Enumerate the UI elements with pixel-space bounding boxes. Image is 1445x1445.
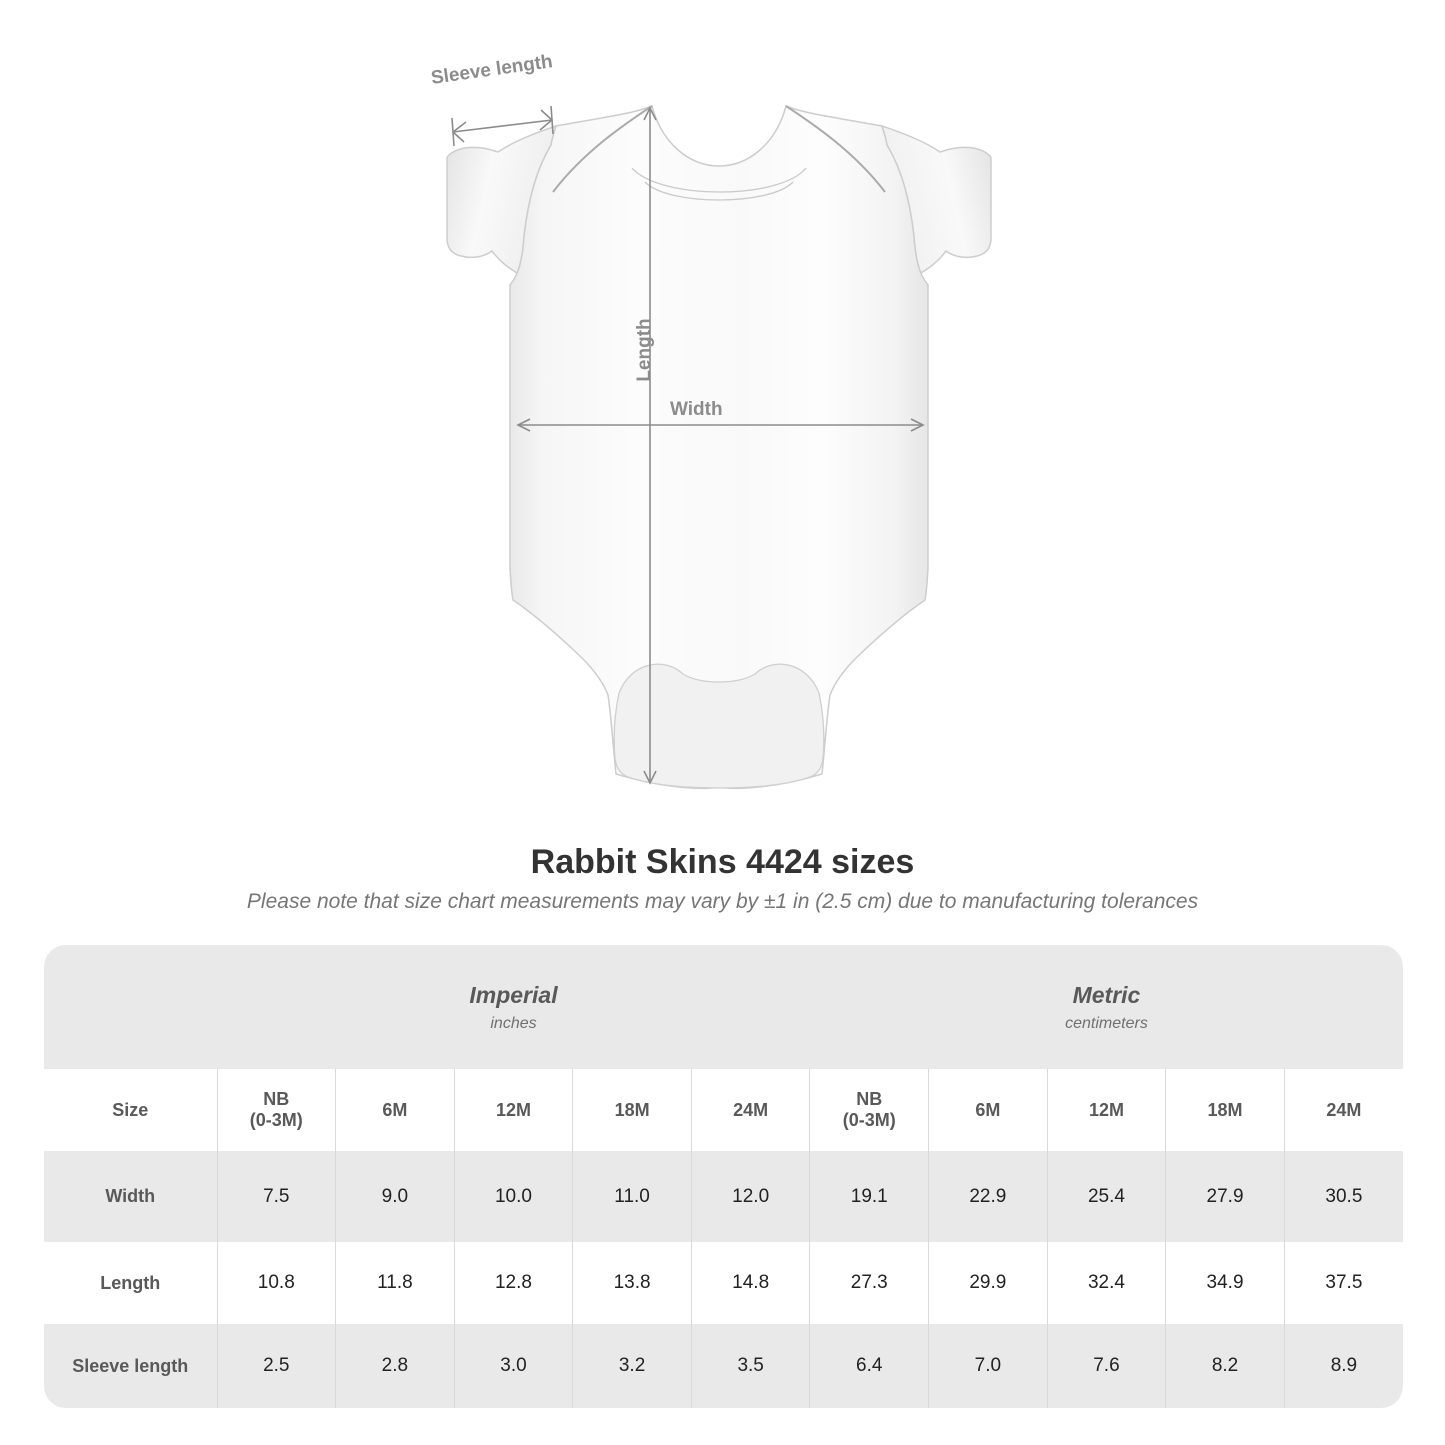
svg-text:Width: Width: [670, 399, 723, 420]
svg-text:Sleeve length: Sleeve length: [430, 51, 554, 89]
svg-text:Length: Length: [634, 318, 655, 381]
